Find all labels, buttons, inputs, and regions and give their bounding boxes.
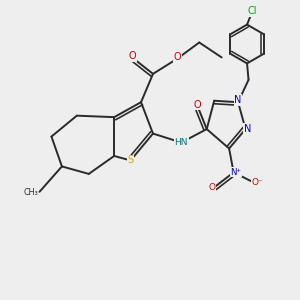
Text: O: O — [208, 183, 215, 192]
Text: O: O — [194, 100, 202, 110]
Text: N: N — [244, 124, 251, 134]
Text: Cl: Cl — [248, 6, 257, 16]
Text: O⁻: O⁻ — [252, 178, 263, 187]
Text: N⁺: N⁺ — [230, 168, 241, 177]
Text: O: O — [128, 51, 136, 61]
Text: HN: HN — [175, 138, 188, 147]
Text: CH₃: CH₃ — [23, 188, 38, 197]
Text: S: S — [128, 155, 134, 166]
Text: O: O — [174, 52, 181, 62]
Text: N: N — [234, 95, 242, 105]
